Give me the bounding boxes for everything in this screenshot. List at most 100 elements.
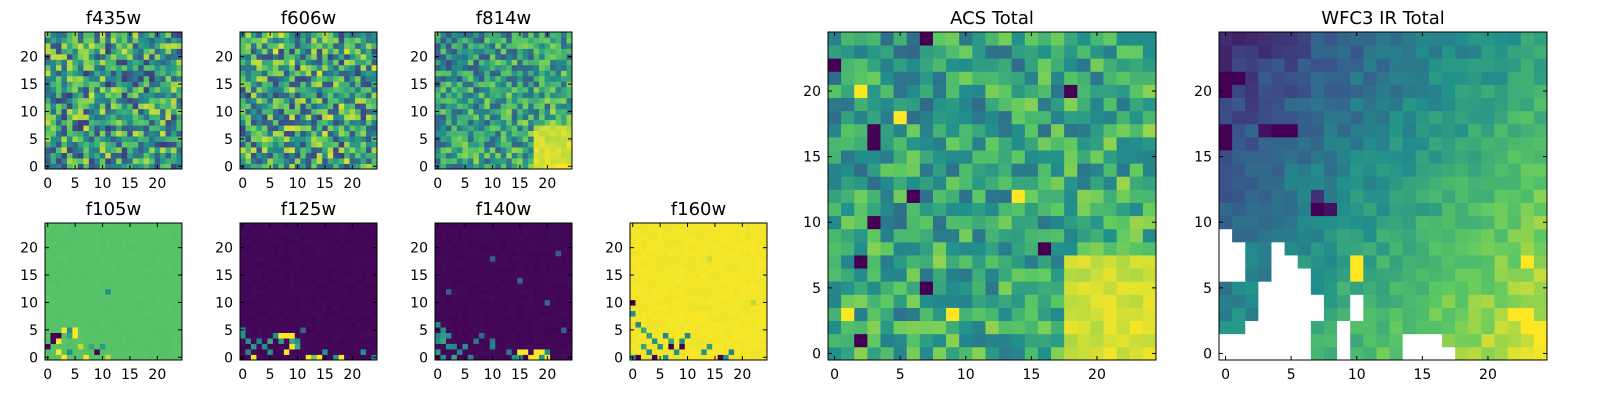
heatmap-cell	[690, 305, 697, 312]
heatmap-cell	[522, 310, 529, 317]
heatmap-cell	[154, 136, 161, 142]
heatmap-cell	[946, 333, 960, 348]
heatmap-cell	[45, 119, 51, 126]
heatmap-cell	[316, 261, 323, 268]
heatmap-cell	[1129, 189, 1144, 203]
heatmap-cell	[72, 37, 79, 44]
heatmap-cell	[679, 233, 686, 240]
heatmap-cell	[946, 255, 960, 269]
heatmap-cell	[250, 239, 257, 246]
heatmap-cell	[300, 42, 307, 49]
heatmap-cell	[83, 125, 90, 132]
heatmap-cell	[723, 310, 730, 317]
heatmap-cell	[110, 97, 117, 104]
heatmap-cell	[1064, 346, 1078, 361]
heatmap-cell	[919, 228, 934, 243]
heatmap-cell	[495, 152, 502, 159]
heatmap-cell	[646, 316, 653, 323]
heatmap-cell	[272, 310, 279, 317]
heatmap-cell	[143, 349, 150, 355]
heatmap-cell	[160, 343, 166, 350]
heatmap-cell	[327, 119, 334, 126]
heatmap-cell	[283, 343, 290, 350]
heatmap-cell	[72, 338, 79, 344]
heatmap-cell	[360, 92, 367, 99]
heatmap-cell	[946, 202, 960, 217]
heatmap-cell	[445, 125, 452, 132]
heatmap-cell	[640, 261, 647, 268]
heatmap-cell	[333, 266, 340, 273]
heatmap-cell	[673, 294, 680, 301]
heatmap-cell	[110, 228, 117, 235]
heatmap-cell	[445, 59, 452, 66]
heatmap-cell	[240, 288, 246, 295]
heatmap-cell	[478, 255, 485, 262]
heatmap-cell	[272, 103, 279, 110]
heatmap-cell	[640, 272, 647, 279]
heatmap-cell	[435, 37, 441, 44]
heatmap-cell	[99, 70, 106, 77]
heatmap-cell	[344, 316, 350, 323]
heatmap-cell	[371, 338, 378, 344]
heatmap-cell	[305, 321, 312, 328]
heatmap-cell	[893, 176, 908, 190]
heatmap-cell	[1024, 241, 1039, 256]
heatmap-cell	[278, 266, 285, 273]
heatmap-cell	[435, 59, 441, 66]
heatmap-cell	[132, 32, 139, 38]
heatmap-cell	[467, 332, 474, 339]
heatmap-cell	[245, 125, 252, 132]
heatmap-cell	[467, 59, 474, 66]
heatmap-cell	[467, 343, 474, 350]
heatmap-cell	[105, 250, 112, 257]
heatmap-cell	[349, 343, 356, 350]
heatmap-cell	[305, 130, 312, 137]
heatmap-cell	[344, 272, 350, 279]
heatmap-cell	[149, 305, 155, 312]
heatmap-cell	[1142, 215, 1157, 230]
heatmap-cell	[94, 321, 101, 328]
heatmap-cell	[500, 343, 507, 350]
heatmap-cell	[684, 327, 691, 333]
heatmap-cell	[88, 349, 95, 355]
heatmap-cell	[690, 299, 697, 306]
heatmap-cell	[511, 59, 518, 66]
heatmap-cell	[517, 152, 524, 159]
heatmap-cell	[322, 338, 329, 344]
heatmap-cell	[728, 349, 735, 355]
heatmap-cell	[105, 233, 112, 240]
heatmap-cell	[668, 294, 675, 301]
heatmap-cell	[305, 86, 312, 93]
heatmap-cell	[160, 37, 166, 44]
heatmap-cell	[495, 108, 502, 115]
heatmap-cell	[116, 244, 123, 251]
heatmap-cell	[77, 81, 84, 88]
heatmap-cell	[544, 141, 551, 148]
heatmap-cell	[484, 53, 491, 60]
heatmap-cell	[171, 354, 177, 361]
heatmap-cell	[322, 114, 329, 121]
heatmap-cell	[283, 250, 290, 257]
heatmap-cell	[701, 321, 708, 328]
heatmap-cell	[489, 327, 496, 333]
heatmap-cell	[972, 281, 986, 295]
heatmap-cell	[701, 349, 708, 355]
y-tick-label: 15	[215, 77, 233, 93]
heatmap-cell	[316, 136, 323, 142]
heatmap-cell	[344, 332, 350, 339]
heatmap-cell	[561, 223, 567, 229]
heatmap-cell	[500, 250, 507, 257]
heatmap-cell	[473, 316, 480, 323]
heatmap-cell	[360, 32, 367, 38]
heatmap-cell	[750, 305, 757, 312]
heatmap-cell	[333, 261, 340, 268]
heatmap-cell	[88, 299, 95, 306]
heatmap-cell	[176, 147, 183, 153]
heatmap-cell	[445, 250, 452, 257]
heatmap-cell	[522, 332, 529, 339]
heatmap-cell	[77, 266, 84, 273]
heatmap-cell	[517, 53, 524, 60]
heatmap-cell	[66, 108, 73, 115]
heatmap-cell	[132, 114, 139, 121]
